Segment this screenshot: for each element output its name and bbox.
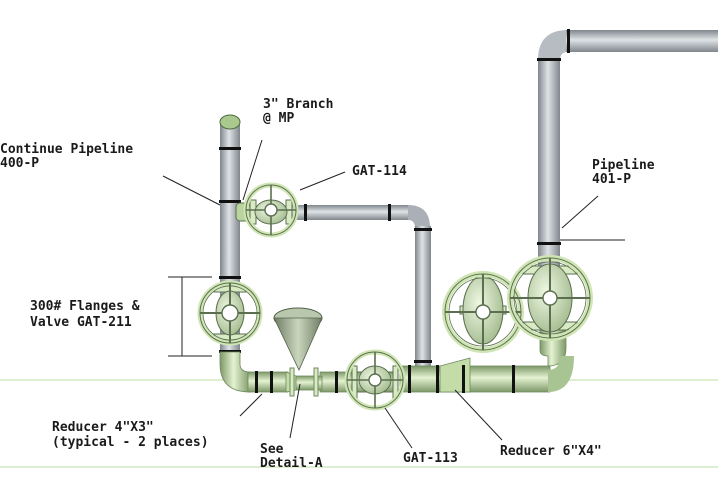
valve-gat-211 bbox=[197, 280, 263, 346]
pipe-branch-loop bbox=[292, 205, 431, 366]
handwheel-icon bbox=[243, 182, 299, 238]
valve-gat-113 bbox=[344, 349, 406, 411]
label-reducer-6x4: Reducer 6"X4" bbox=[500, 444, 602, 459]
svg-text:401-P: 401-P bbox=[592, 172, 631, 187]
svg-text:Continue Pipeline: Continue Pipeline bbox=[0, 142, 133, 157]
svg-text:Valve GAT-211: Valve GAT-211 bbox=[30, 315, 132, 330]
label-pipeline-401: Pipeline 401-P bbox=[592, 158, 655, 187]
label-branch: 3" Branch @ MP bbox=[263, 97, 333, 126]
handwheel-icon bbox=[442, 271, 524, 353]
detail-cone-icon bbox=[273, 307, 323, 371]
svg-text:See: See bbox=[260, 442, 284, 457]
label-reducer-4x3: Reducer 4"X3" (typical - 2 places) bbox=[52, 420, 209, 450]
large-valve-left bbox=[442, 271, 524, 353]
label-see-detail: See Detail-A bbox=[260, 442, 323, 471]
leader-lines bbox=[162, 139, 625, 449]
svg-text:GAT-113: GAT-113 bbox=[403, 451, 458, 466]
svg-text:Reducer 6"X4": Reducer 6"X4" bbox=[500, 444, 602, 459]
svg-text:GAT-114: GAT-114 bbox=[352, 164, 407, 179]
header-joint-bands bbox=[255, 365, 515, 393]
handwheel-icon bbox=[507, 255, 593, 341]
handwheel-icon bbox=[197, 280, 263, 346]
label-continue-pipeline: Continue Pipeline 400-P bbox=[0, 142, 133, 171]
svg-text:@ MP: @ MP bbox=[263, 111, 294, 126]
reducer-4x3-fitting bbox=[285, 367, 323, 397]
label-flanges-valve: 300# Flanges & Valve GAT-211 bbox=[30, 299, 140, 330]
svg-text:3" Branch: 3" Branch bbox=[263, 97, 333, 112]
svg-text:Detail-A: Detail-A bbox=[260, 456, 323, 471]
svg-text:Pipeline: Pipeline bbox=[592, 158, 655, 173]
large-valve-right bbox=[507, 255, 593, 341]
pipe-401-p bbox=[538, 30, 718, 268]
valve-gat-114 bbox=[235, 182, 299, 238]
handwheel-icon bbox=[344, 349, 406, 411]
svg-text:Reducer 4"X3": Reducer 4"X3" bbox=[52, 420, 154, 435]
svg-text:(typical - 2 places): (typical - 2 places) bbox=[52, 435, 209, 450]
svg-text:300# Flanges &: 300# Flanges & bbox=[30, 299, 140, 314]
label-gat-113: GAT-113 bbox=[403, 451, 458, 466]
pipe-joint-bands bbox=[219, 29, 570, 363]
svg-text:400-P: 400-P bbox=[0, 156, 39, 171]
label-gat-114: GAT-114 bbox=[352, 164, 407, 179]
